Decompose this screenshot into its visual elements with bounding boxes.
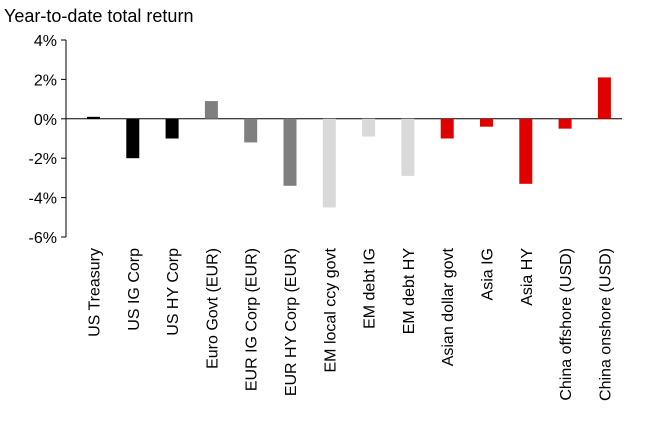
x-tick-label: Asia HY bbox=[519, 248, 536, 306]
bar bbox=[126, 118, 140, 159]
bar bbox=[87, 116, 100, 119]
x-axis-labels: US Treasury US IG Corp US HY Corp Euro Govt… bbox=[87, 247, 615, 401]
bar bbox=[244, 118, 258, 143]
bar bbox=[558, 118, 572, 129]
bar bbox=[519, 118, 533, 184]
x-tick-label: EM local ccy govt bbox=[322, 247, 339, 372]
x-tick-label: Asia IG bbox=[480, 248, 497, 300]
bar bbox=[440, 118, 454, 139]
x-tick-label: US IG Corp bbox=[126, 248, 143, 331]
x-tick-label: China onshore (USD) bbox=[597, 248, 614, 401]
chart-title: Year-to-date total return bbox=[4, 6, 193, 26]
x-tick-label: US Treasury bbox=[87, 248, 104, 337]
y-tick-label: 2% bbox=[34, 72, 57, 89]
bar bbox=[283, 118, 297, 186]
x-tick-label: Euro Govt (EUR) bbox=[204, 248, 221, 369]
x-tick-label: China offshore (USD) bbox=[558, 248, 575, 401]
bar bbox=[204, 101, 218, 119]
x-tick-label: US HY Corp bbox=[165, 248, 182, 336]
y-tick-label: -4% bbox=[29, 191, 57, 208]
x-tick-label: Asian dollar govt bbox=[440, 247, 457, 366]
x-tick-label: EUR IG Corp (EUR) bbox=[244, 248, 261, 391]
y-tick-label: -6% bbox=[29, 230, 57, 247]
bar bbox=[480, 118, 493, 127]
bar bbox=[322, 118, 336, 208]
bar bbox=[597, 77, 611, 119]
y-tick-label: 0% bbox=[34, 112, 57, 129]
y-tick-label: -2% bbox=[29, 151, 57, 168]
x-tick-label: EM debt IG bbox=[362, 248, 379, 329]
x-tick-label: EM debt HY bbox=[401, 248, 418, 335]
bar bbox=[362, 118, 376, 137]
x-tick-label: EUR HY Corp (EUR) bbox=[283, 248, 300, 396]
y-axis: 4% 2% 0% -2% -4% -6% bbox=[29, 33, 622, 247]
bars bbox=[87, 77, 611, 208]
y-tick-label: 4% bbox=[34, 33, 57, 50]
bar bbox=[401, 118, 415, 176]
bar bbox=[165, 118, 179, 139]
